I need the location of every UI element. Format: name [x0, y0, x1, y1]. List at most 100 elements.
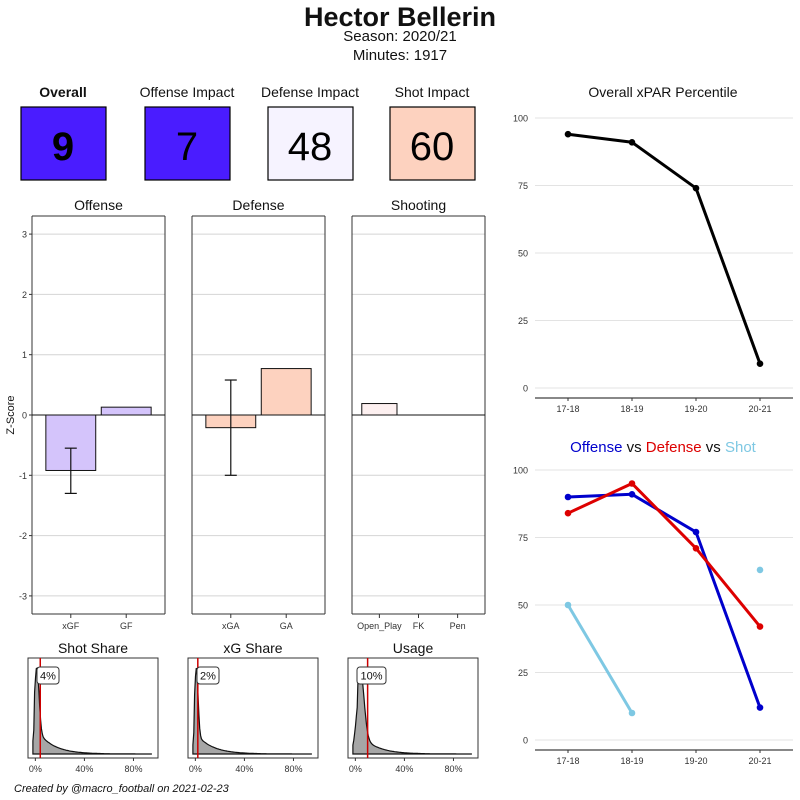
score-box-3	[389, 106, 476, 181]
tick-label-FK: FK	[413, 621, 425, 631]
player-name: Hector Bellerin	[303, 2, 497, 32]
point-offense-17-18	[564, 493, 572, 501]
tick-label-GA: GA	[280, 621, 293, 631]
minutes-label: Minutes: 1917	[352, 47, 448, 64]
bar-Open_Play	[361, 403, 398, 416]
xtick-label: 40%	[235, 764, 253, 774]
annotation-box	[196, 666, 220, 685]
ytick-label: -2	[19, 531, 27, 541]
score-box-0	[20, 106, 107, 181]
series-line-overall	[567, 132, 762, 365]
bar-GF	[100, 406, 152, 416]
score-box-2	[267, 106, 354, 181]
xtick-label-17-18: 17-18	[556, 404, 579, 414]
tick-label-Pen: Pen	[450, 621, 466, 631]
ytick-label: 50	[518, 249, 528, 259]
bar-GA	[260, 368, 312, 416]
point-shot-18-19	[628, 709, 636, 717]
line-chart-xpar-percentile: 0 25 50 75 100 17-18 18-19 19-20 20-21 Overall xP…	[513, 84, 793, 414]
ytick-label: 75	[518, 181, 528, 191]
title-part-3: vs	[702, 439, 725, 456]
score-value-3: 60	[410, 125, 455, 169]
xtick-label-18-19: 18-19	[620, 756, 643, 766]
chart-title-usage: Usage	[393, 640, 434, 656]
density-curve	[32, 666, 152, 755]
density-chart-xg-share: xG Share 2% 0% 40% 80%	[187, 640, 319, 774]
ytick-label: 0	[523, 384, 528, 394]
score-box-1	[144, 106, 231, 181]
point-defense-17-18	[564, 509, 572, 517]
season-label: Season: 2020/21	[343, 28, 457, 45]
chart-title-shooting: Shooting	[391, 197, 446, 213]
zscore-chart-offense: Offense xGF GF -3 -2 -1 0 1 2 3 Z-Score	[5, 197, 166, 631]
score-value-0: 9	[52, 125, 74, 169]
title-part-2: Defense	[646, 439, 702, 456]
point-overall-20-21	[756, 360, 764, 368]
tick-label-xGF: xGF	[62, 621, 80, 631]
title-part-4: Shot	[725, 439, 757, 456]
series-line-offense	[567, 492, 762, 709]
point-defense-19-20	[692, 545, 700, 552]
chart-title-xpar: Overall xPAR Percentile	[588, 84, 737, 100]
footer-credit: Created by @macro_football on 2021-02-23	[14, 783, 229, 795]
tick-label-xGA: xGA	[222, 621, 240, 631]
point-offense-19-20	[692, 528, 700, 536]
chart-title-shot-share: Shot Share	[58, 640, 128, 656]
xtick-label: 0%	[189, 764, 202, 774]
xtick-label-18-19: 18-19	[620, 404, 643, 414]
ytick-label: 0	[523, 736, 528, 746]
tick-label-GF: GF	[120, 621, 133, 631]
ytick-label: 100	[513, 466, 528, 476]
ytick-label: -3	[19, 591, 27, 601]
xtick-label-20-21: 20-21	[748, 756, 771, 766]
zscore-chart-defense: Defense xGA GA	[191, 197, 326, 631]
score-label-2: Defense Impact	[261, 84, 359, 100]
xtick-label: 40%	[75, 764, 93, 774]
xtick-label-20-21: 20-21	[748, 404, 771, 414]
density-curve	[352, 667, 472, 755]
point-overall-19-20	[692, 184, 700, 192]
ytick-label: 75	[518, 533, 528, 543]
annotation-box	[36, 666, 60, 685]
tick-label-Open_Play: Open_Play	[357, 621, 402, 631]
chart-title-offense: Offense	[74, 197, 123, 213]
ytick-label: 50	[518, 601, 528, 611]
xtick-label: 80%	[284, 764, 302, 774]
score-value-1: 7	[176, 125, 198, 169]
series-line-shot	[566, 604, 634, 714]
annotation-label: 10%	[360, 671, 382, 683]
xtick-label: 0%	[29, 764, 42, 774]
y-axis-label: Z-Score	[5, 395, 17, 434]
score-label-1: Offense Impact	[140, 84, 235, 100]
point-defense-18-19	[628, 480, 636, 487]
xtick-label-19-20: 19-20	[684, 756, 707, 766]
xtick-label-17-18: 17-18	[556, 756, 579, 766]
xtick-label-19-20: 19-20	[684, 404, 707, 414]
score-label-0: Overall	[39, 84, 86, 100]
point-offense-20-21	[756, 704, 764, 711]
annotation-label: 4%	[40, 671, 56, 683]
ytick-label: 25	[518, 668, 528, 678]
point-overall-17-18	[564, 130, 572, 138]
score-label-3: Shot Impact	[395, 84, 470, 100]
title-part-1: vs	[622, 439, 645, 456]
ytick-label: 0	[22, 411, 27, 421]
ytick-label: 2	[22, 290, 27, 300]
ytick-label: 25	[518, 316, 528, 326]
zscore-chart-shooting: Shooting Open_Play FK Pen	[351, 197, 486, 631]
ytick-label: 100	[513, 114, 528, 124]
point-offense-18-19	[628, 491, 636, 498]
xtick-label: 80%	[124, 764, 142, 774]
point-shot-20-21	[756, 566, 764, 574]
xtick-label: 80%	[444, 764, 462, 774]
point-overall-18-19	[628, 139, 636, 146]
ytick-label: 1	[22, 350, 27, 360]
ytick-label: -1	[19, 471, 27, 481]
title-part-0: Offense	[570, 439, 622, 456]
chart-title-xg-share: xG Share	[223, 640, 282, 656]
score-value-2: 48	[288, 125, 333, 169]
density-chart-shot-share: Shot Share 4% 0% 40% 80%	[27, 640, 159, 774]
point-shot-17-18	[564, 601, 572, 609]
ytick-label: 3	[22, 230, 27, 240]
